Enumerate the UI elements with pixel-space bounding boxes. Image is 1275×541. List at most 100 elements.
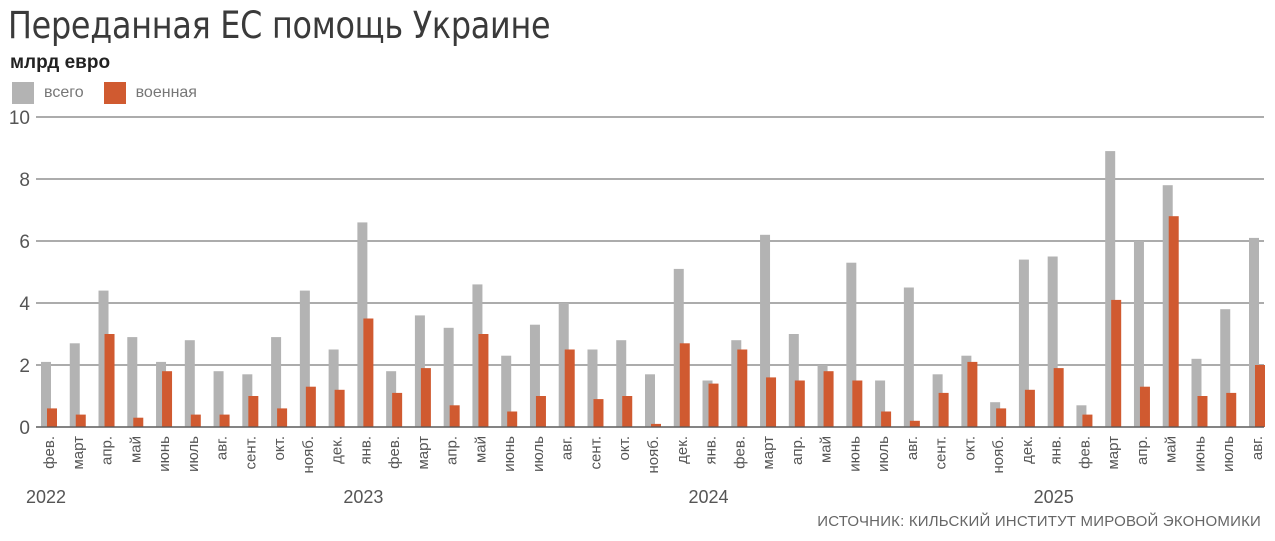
bar-military — [651, 423, 661, 427]
bar-military — [1024, 389, 1035, 427]
bar-military — [1111, 299, 1122, 427]
bar-military — [1053, 368, 1064, 427]
bar-total — [443, 327, 454, 427]
bar-military — [737, 349, 748, 427]
year-label: 2025 — [1034, 487, 1074, 507]
bar-military — [1226, 392, 1237, 427]
bar-total — [673, 268, 684, 427]
bar-total — [127, 337, 138, 427]
bar-total — [1162, 185, 1173, 427]
bar-military — [1168, 216, 1179, 427]
bar-military — [363, 318, 374, 427]
x-tick-label: апр. — [444, 436, 461, 465]
bar-total — [846, 262, 857, 427]
bar-total — [645, 374, 655, 427]
chart-title: Переданная ЕС помощь Украине — [8, 4, 551, 47]
x-tick-label: фев. — [386, 436, 403, 469]
bar-total — [1249, 237, 1259, 427]
x-tick-label: фев. — [41, 436, 58, 469]
y-tick-label: 10 — [9, 108, 30, 129]
bar-military — [305, 386, 316, 427]
bar-military — [996, 408, 1007, 427]
bar-military — [47, 408, 57, 427]
bar-total — [616, 340, 627, 427]
bar-total — [1076, 405, 1087, 427]
bar-total — [1191, 358, 1202, 427]
x-tick-label: фев. — [731, 436, 748, 469]
bar-total — [98, 290, 109, 427]
bar-military — [535, 396, 546, 427]
bar-military — [909, 420, 920, 427]
x-tick-label: март — [415, 436, 432, 470]
x-tick-label: июнь — [501, 436, 518, 472]
bar-military — [622, 396, 633, 427]
legend-swatch-total — [12, 82, 34, 104]
x-tick-label: янв. — [1048, 436, 1065, 465]
bar-total — [990, 402, 1001, 427]
x-tick-label: март — [760, 436, 777, 470]
bar-military — [1082, 414, 1093, 427]
year-label: 2023 — [343, 487, 383, 507]
x-tick-label: янв. — [357, 436, 374, 465]
bar-military — [1255, 365, 1265, 427]
bar-total — [328, 349, 339, 427]
x-tick-label: июль — [1220, 436, 1237, 472]
bar-military — [190, 414, 201, 427]
bar-total — [41, 361, 51, 427]
x-tick-label: дек. — [329, 436, 346, 464]
bar-total — [702, 380, 713, 427]
bar-total — [1105, 151, 1116, 427]
bar-total — [472, 284, 483, 427]
bar-total — [386, 371, 397, 427]
bar-total — [875, 380, 886, 427]
x-tick-label: окт. — [616, 436, 633, 460]
bar-military — [881, 411, 892, 427]
bar-military — [1139, 386, 1150, 427]
bar-total — [529, 324, 540, 427]
unit-label: млрд евро — [10, 52, 111, 73]
bar-total — [242, 374, 253, 427]
x-tick-label: авг. — [214, 436, 231, 460]
bar-military — [967, 361, 978, 427]
bar-military — [823, 371, 834, 427]
bar-total — [1047, 256, 1058, 427]
bar-total — [932, 374, 943, 427]
x-tick-label: сент. — [242, 436, 259, 470]
x-tick-label: июнь — [156, 436, 173, 472]
bar-military — [334, 389, 345, 427]
bar-total — [731, 340, 742, 427]
bar-military — [392, 392, 403, 427]
bar-military — [420, 368, 431, 427]
bar-military — [938, 392, 949, 427]
bar-military — [852, 380, 863, 427]
x-tick-label: окт. — [961, 436, 978, 460]
x-tick-label: авг. — [1249, 436, 1266, 460]
y-tick-label: 8 — [19, 170, 30, 191]
bar-total — [961, 355, 972, 427]
x-tick-label: янв. — [703, 436, 720, 465]
source-note: ИСТОЧНИК: КИЛЬСКИЙ ИНСТИТУТ МИРОВОЙ ЭКОН… — [817, 513, 1261, 530]
bar-military — [277, 408, 288, 427]
bar-total — [558, 303, 569, 427]
bar-total — [788, 334, 799, 427]
bar-military — [1197, 396, 1208, 427]
x-tick-label: авг. — [904, 436, 921, 460]
x-tick-label: март — [70, 436, 87, 470]
bar-military — [766, 377, 777, 427]
x-tick-label: апр. — [1134, 436, 1151, 465]
y-tick-label: 0 — [19, 418, 30, 439]
legend: всего военная — [12, 82, 209, 104]
x-tick-label: сент. — [587, 436, 604, 470]
bar-military — [478, 334, 489, 427]
bar-total — [760, 234, 771, 427]
x-tick-label: сент. — [933, 436, 950, 470]
x-tick-label: нояб. — [300, 436, 317, 474]
bar-military — [104, 334, 115, 427]
bar-total — [1018, 259, 1029, 427]
bar-total — [1133, 241, 1144, 427]
legend-item-military: военная — [103, 82, 197, 104]
bar-military — [75, 414, 86, 427]
x-tick-label: фев. — [1076, 436, 1093, 469]
legend-label-military: военная — [135, 84, 197, 101]
